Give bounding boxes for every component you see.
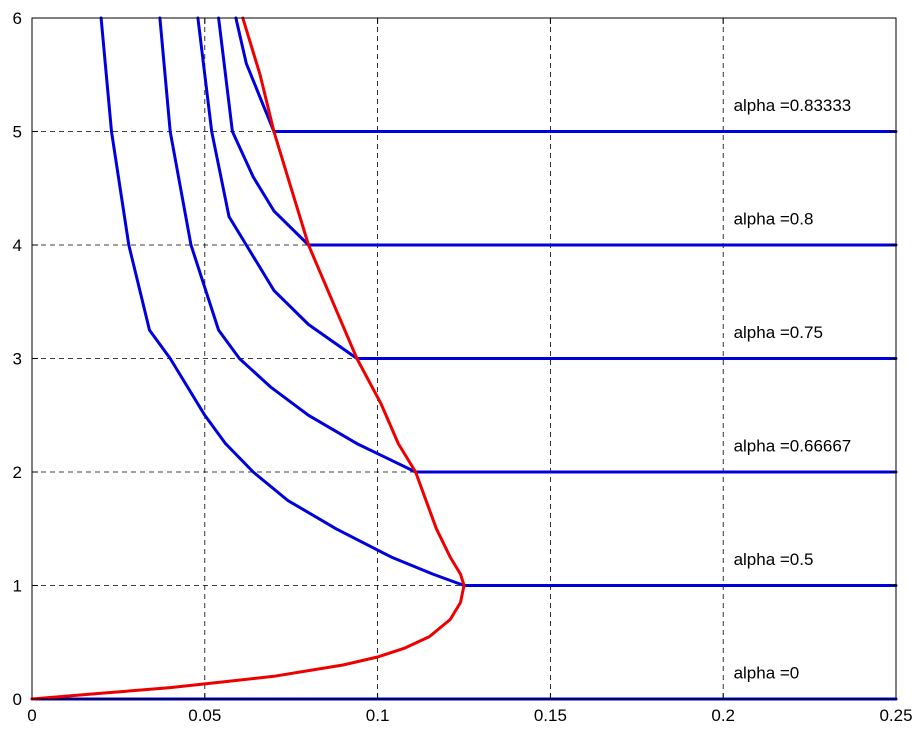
y-tick-label: 3: [13, 350, 22, 369]
y-tick-label: 1: [13, 577, 22, 596]
y-tick-label: 6: [13, 9, 22, 28]
annotations: alpha =0 alpha =0.5 alpha =0.66667 alpha =0…: [734, 96, 852, 683]
series-line-1: [99, 16, 898, 587]
series-annotation: alpha =0: [734, 664, 800, 683]
y-tick-label: 4: [13, 236, 22, 255]
series-annotation: alpha =0.75: [734, 323, 823, 342]
series-line-5: [234, 16, 898, 133]
series-annotation: alpha =0.8: [734, 210, 814, 229]
x-tick-label: 0.15: [534, 706, 567, 725]
x-tick-label: 0: [27, 706, 36, 725]
boundary-curve-red: [30, 16, 466, 701]
series-annotation: alpha =0.83333: [734, 96, 852, 115]
y-tick-label: 2: [13, 463, 22, 482]
series-annotation: alpha =0.66667: [734, 437, 852, 456]
y-tick-label: 5: [13, 123, 22, 142]
series-annotation: alpha =0.5: [734, 550, 814, 569]
ticks: 0 0.05 0.1 0.15 0.2 0.25 0 1 2 3 4 5 6: [13, 9, 913, 725]
x-tick-label: 0.25: [879, 706, 912, 725]
series-line-3: [196, 16, 898, 360]
series-line-4: [217, 16, 898, 247]
x-tick-label: 0.1: [366, 706, 390, 725]
x-tick-label: 0.2: [711, 706, 735, 725]
y-tick-label: 0: [13, 690, 22, 709]
series-line-2: [158, 16, 898, 474]
x-tick-label: 0.05: [188, 706, 221, 725]
